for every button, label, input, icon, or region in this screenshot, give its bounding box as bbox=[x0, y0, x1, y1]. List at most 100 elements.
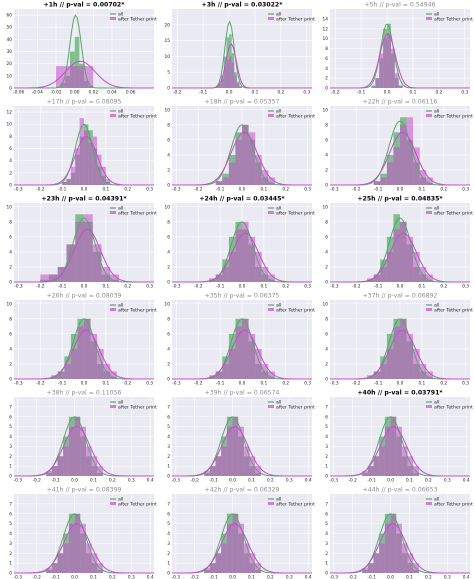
histogram-bar-tether bbox=[255, 251, 262, 282]
y-tick-label: 5 bbox=[325, 521, 328, 527]
y-tick-label: 7 bbox=[9, 501, 12, 507]
histogram-bar-tether bbox=[419, 363, 427, 379]
y-tick-label: 0 bbox=[9, 571, 12, 577]
histogram-bar-tether bbox=[268, 177, 275, 185]
x-tick-label: 0.0 bbox=[387, 478, 394, 484]
histogram-bar-tether bbox=[229, 56, 232, 88]
kde-curve-tether bbox=[14, 60, 154, 89]
histogram-bar-tether bbox=[68, 523, 75, 573]
histogram-bar-tether bbox=[204, 471, 210, 476]
y-tick-label: 10 bbox=[7, 204, 13, 210]
panel-title: +3h // p-val = 0.03022* bbox=[202, 2, 284, 9]
histogram-bar-tether bbox=[243, 543, 250, 573]
y-tick-label: 4 bbox=[325, 346, 328, 352]
histogram-bar-tether bbox=[248, 333, 256, 379]
histogram-bar-tether bbox=[40, 274, 49, 282]
x-tick-label: 0.3 bbox=[462, 284, 469, 290]
histogram-bar-tether bbox=[75, 221, 84, 282]
histogram-bar-tether bbox=[413, 348, 420, 379]
histogram-bar-tether bbox=[243, 446, 250, 476]
legend-label-tether: after Tether print bbox=[276, 113, 315, 119]
histogram-bar-tether bbox=[110, 274, 119, 282]
histogram-bar-tether bbox=[60, 66, 66, 88]
y-tick-label: 6 bbox=[167, 511, 170, 517]
y-tick-label: 8 bbox=[167, 316, 170, 322]
y-tick-label: 20 bbox=[7, 61, 13, 67]
y-tick-label: 0 bbox=[9, 280, 12, 286]
x-tick-label: 0.0 bbox=[226, 90, 233, 96]
histogram-bar-tether bbox=[64, 363, 71, 379]
x-tick-label: 0.1 bbox=[406, 575, 413, 579]
histogram-bar-tether bbox=[226, 523, 233, 573]
x-tick-label: 0.2 bbox=[124, 187, 131, 193]
x-tick-label: -0.1 bbox=[216, 284, 225, 290]
y-tick-label: 1 bbox=[9, 464, 12, 470]
y-tick-label: 4 bbox=[167, 152, 170, 158]
panel-title: +38h // p-val = 0.11056 bbox=[47, 390, 122, 397]
histogram-bar-tether bbox=[373, 553, 380, 573]
x-tick-label: 0.3 bbox=[146, 284, 153, 290]
subplot-panel: -0.3 -0.2 -0.1 0.0 0.1 0.2 0.3 0.4 0 1 2 3 4 5 6 7 +41h … bbox=[9, 487, 157, 579]
histogram-bar-tether bbox=[401, 446, 408, 476]
legend-swatch-tether bbox=[426, 17, 432, 20]
histogram-bar-tether bbox=[70, 348, 78, 379]
histogram-bar-tether bbox=[51, 466, 58, 476]
histogram-bar-tether bbox=[88, 142, 93, 185]
x-tick-label: 0.3 bbox=[462, 187, 469, 193]
panel-title: +5h // p-val = 0.54946 bbox=[364, 2, 435, 9]
subplot-panel: -0.3 -0.2 -0.1 0.0 0.1 0.2 0.3 0 2 4 6 8 10 +18h // p… bbox=[165, 99, 316, 193]
histogram-bar-tether bbox=[236, 83, 240, 88]
x-tick-label: 0.2 bbox=[124, 381, 131, 387]
y-tick-label: 4 bbox=[325, 249, 328, 255]
histogram-bar-tether bbox=[223, 65, 227, 88]
y-tick-label: 5 bbox=[9, 424, 12, 430]
y-tick-label: 8 bbox=[167, 122, 170, 128]
kde-curve-tether bbox=[172, 43, 312, 89]
x-tick-label: -0.3 bbox=[14, 187, 23, 193]
histogram-bar-tether bbox=[242, 221, 249, 282]
x-tick-label: -0.2 bbox=[191, 478, 200, 484]
panel-title: +39h // p-val = 0.06574 bbox=[205, 390, 280, 397]
x-tick-label: 0.4 bbox=[463, 478, 470, 484]
legend-label-all: all bbox=[118, 109, 123, 115]
y-tick-label: 1 bbox=[167, 464, 170, 470]
y-tick-label: 4 bbox=[9, 434, 12, 440]
y-tick-label: 1 bbox=[167, 561, 170, 567]
x-tick-label: -0.3 bbox=[14, 575, 23, 579]
kde-curve-tether bbox=[172, 232, 312, 283]
y-tick-label: 10 bbox=[165, 54, 171, 60]
panel-title: +40h // p-val = 0.03791* bbox=[357, 390, 443, 397]
subplot-panel: -0.3 -0.2 -0.1 0.0 0.1 0.2 0.3 0.4 0 1 2 3 4 5 6 7 +39h … bbox=[167, 390, 315, 484]
legend-label-tether: after Tether print bbox=[434, 404, 473, 410]
histogram-bar-tether bbox=[228, 348, 236, 379]
y-tick-label: 4 bbox=[167, 531, 170, 537]
y-tick-label: 0 bbox=[325, 86, 328, 92]
y-tick-label: 0 bbox=[325, 571, 328, 577]
legend-label-all: all bbox=[434, 206, 439, 212]
histogram-bar-tether bbox=[367, 563, 374, 573]
x-tick-label: 0.3 bbox=[304, 187, 311, 193]
x-tick-label: 0.3 bbox=[128, 575, 135, 579]
histogram-bar-tether bbox=[204, 568, 210, 573]
x-tick-label: -0.1 bbox=[374, 381, 383, 387]
y-tick-label: 8 bbox=[9, 134, 12, 140]
x-tick-label: 0.0 bbox=[239, 187, 246, 193]
y-tick-label: 4 bbox=[9, 249, 12, 255]
y-tick-label: 0 bbox=[167, 571, 170, 577]
y-tick-label: 2 bbox=[325, 454, 328, 460]
x-tick-label: -0.2 bbox=[36, 187, 45, 193]
subplot-panel: -0.3 -0.2 -0.1 0.0 0.1 0.2 0.3 0 2 4 6 8 10 12 +17h //… bbox=[7, 99, 158, 193]
y-tick-label: 8 bbox=[9, 316, 12, 322]
histogram-bar-tether bbox=[91, 456, 98, 476]
histogram-bar-tether bbox=[221, 543, 227, 573]
x-tick-label: 0.0 bbox=[239, 284, 246, 290]
x-tick-label: 0.4 bbox=[147, 478, 154, 484]
y-tick-label: 0 bbox=[325, 280, 328, 286]
panel-title: +37h // p-val = 0.06892 bbox=[363, 293, 438, 300]
histogram-bar-tether bbox=[66, 178, 71, 185]
subplot-panel: -0.3 -0.2 -0.1 0.0 0.1 0.2 0.3 0 2 4 6 8 10 +24h // p… bbox=[165, 196, 316, 290]
kde-curve-tether bbox=[14, 329, 154, 380]
